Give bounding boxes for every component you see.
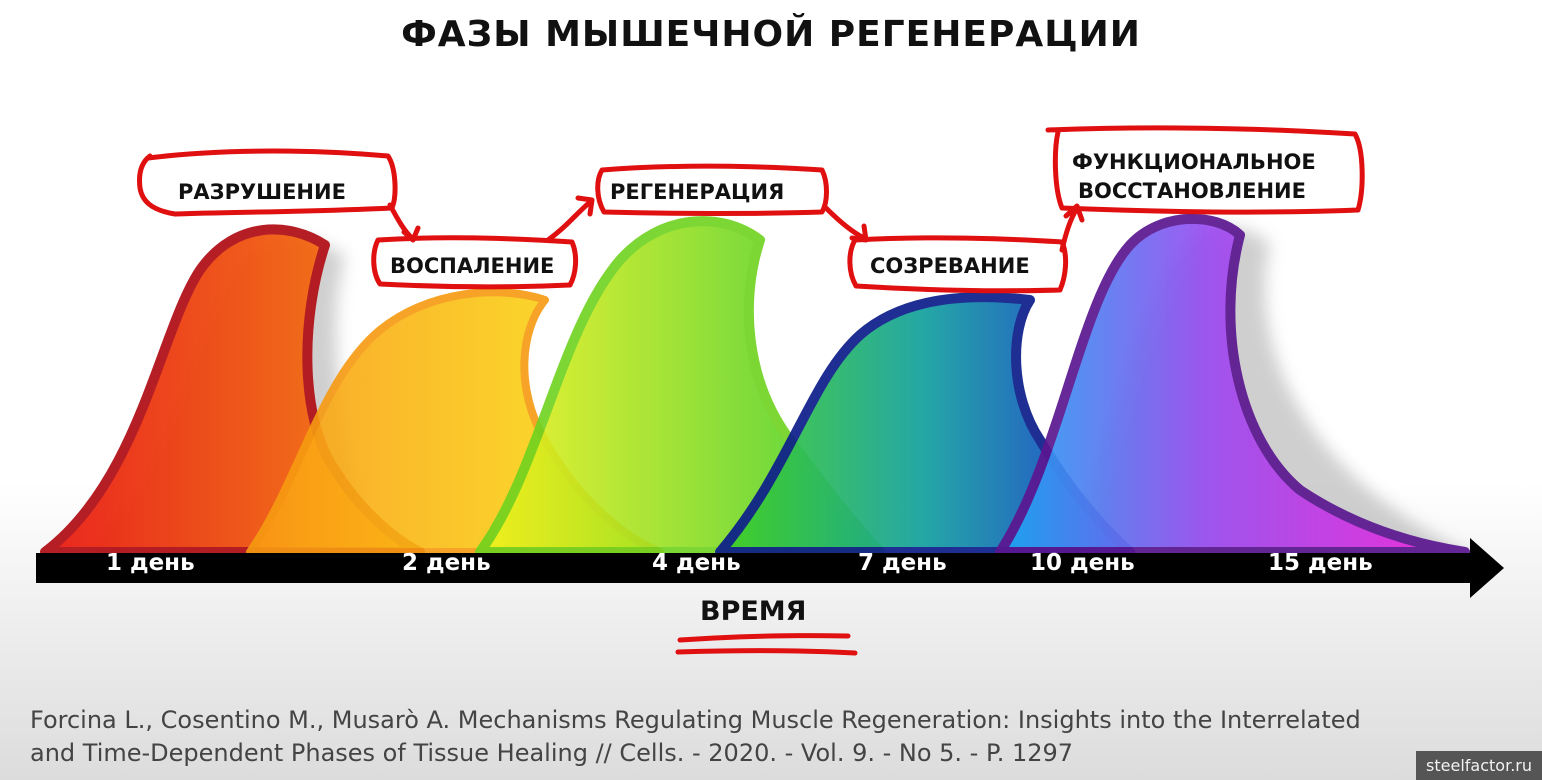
diagram-title: ФАЗЫ МЫШЕЧНОЙ РЕГЕНЕРАЦИИ (401, 14, 1141, 55)
box-functional (1045, 125, 1365, 215)
citation: Forcina L., Cosentino M., Musarò A. Mech… (30, 704, 1520, 770)
day-label-15: 15 день (1268, 550, 1373, 576)
phase-label-inflammation: ВОСПАЛЕНИЕ (390, 254, 555, 278)
box-regeneration (595, 163, 829, 216)
timeline-arrow (36, 538, 1504, 598)
day-label-1: 1 день (106, 550, 195, 576)
day-label-4: 4 день (652, 550, 741, 576)
day-label-10: 10 день (1030, 550, 1135, 576)
day-label-2: 2 день (402, 550, 491, 576)
arrow-2 (545, 195, 595, 243)
box-destruction (137, 148, 398, 217)
box-maturation (847, 235, 1069, 294)
phase-label-maturation: СОЗРЕВАНИЕ (870, 254, 1030, 278)
annotation-marks (137, 125, 1365, 656)
box-inflammation (371, 235, 579, 290)
arrow-1 (387, 202, 421, 243)
arrow-4 (1059, 203, 1085, 253)
citation-line-2: and Time-Dependent Phases of Tissue Heal… (30, 739, 1074, 767)
underline-time (675, 633, 858, 656)
citation-line-1: Forcina L., Cosentino M., Musarò A. Mech… (30, 706, 1361, 734)
phase-label-functional-line1: ФУНКЦИОНАЛЬНОЕ (1072, 150, 1316, 174)
day-label-7: 7 день (858, 550, 947, 576)
phase-label-regeneration: РЕГЕНЕРАЦИЯ (610, 180, 785, 204)
phase-label-functional-line2: ВОССТАНОВЛЕНИЕ (1078, 179, 1306, 203)
arrow-3 (823, 205, 869, 243)
watermark: steelfactor.ru (1416, 751, 1542, 780)
phases-diagram (36, 125, 1504, 656)
time-axis-label: ВРЕМЯ (700, 596, 807, 627)
phase-label-destruction: РАЗРУШЕНИЕ (178, 180, 346, 204)
wave-functional-recovery (995, 213, 1470, 557)
